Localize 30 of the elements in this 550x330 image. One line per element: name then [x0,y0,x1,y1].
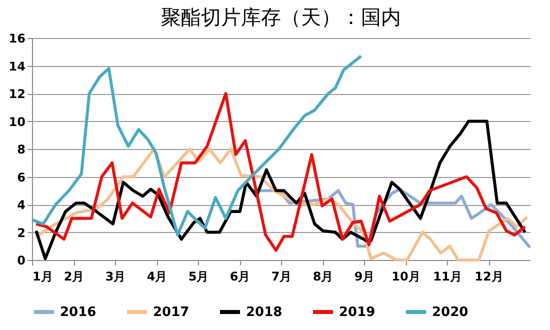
y-tick-label: 6 [17,170,26,184]
x-tick-label: 3月 [105,270,126,284]
y-tick-label: 2 [17,226,26,240]
legend-label: 2019 [339,305,376,320]
y-tick-label: 8 [17,142,26,156]
y-tick-label: 0 [17,254,26,268]
x-tick-label: 4月 [146,270,168,284]
legend-label: 2017 [153,305,190,320]
y-tick-label: 16 [8,32,26,46]
legend-label: 2018 [246,305,282,320]
x-tick-label: 1月 [32,270,53,284]
y-tick-label: 4 [17,198,26,212]
x-tick-label: 9月 [354,270,375,284]
x-tick-label: 6月 [230,270,250,284]
x-tick-label: 10月 [392,270,420,284]
x-tick-label: 2月 [64,270,84,284]
line-series [30,54,363,237]
legend-label: 2020 [432,305,468,320]
y-tick-label: 12 [8,87,26,101]
x-tick-label: 11月 [433,270,462,284]
chart-title: 聚酯切片库存（天）：国内 [161,5,401,29]
line-series [34,120,527,260]
x-tick-label: 7月 [271,270,292,284]
x-tick-label: 8月 [312,270,334,284]
line-series [34,92,527,252]
y-tick-label: 14 [8,59,26,74]
x-tick-label: 5月 [188,270,209,284]
y-tick-label: 10 [8,114,26,129]
legend-label: 2016 [60,305,96,320]
x-tick-label: 12月 [474,270,504,284]
